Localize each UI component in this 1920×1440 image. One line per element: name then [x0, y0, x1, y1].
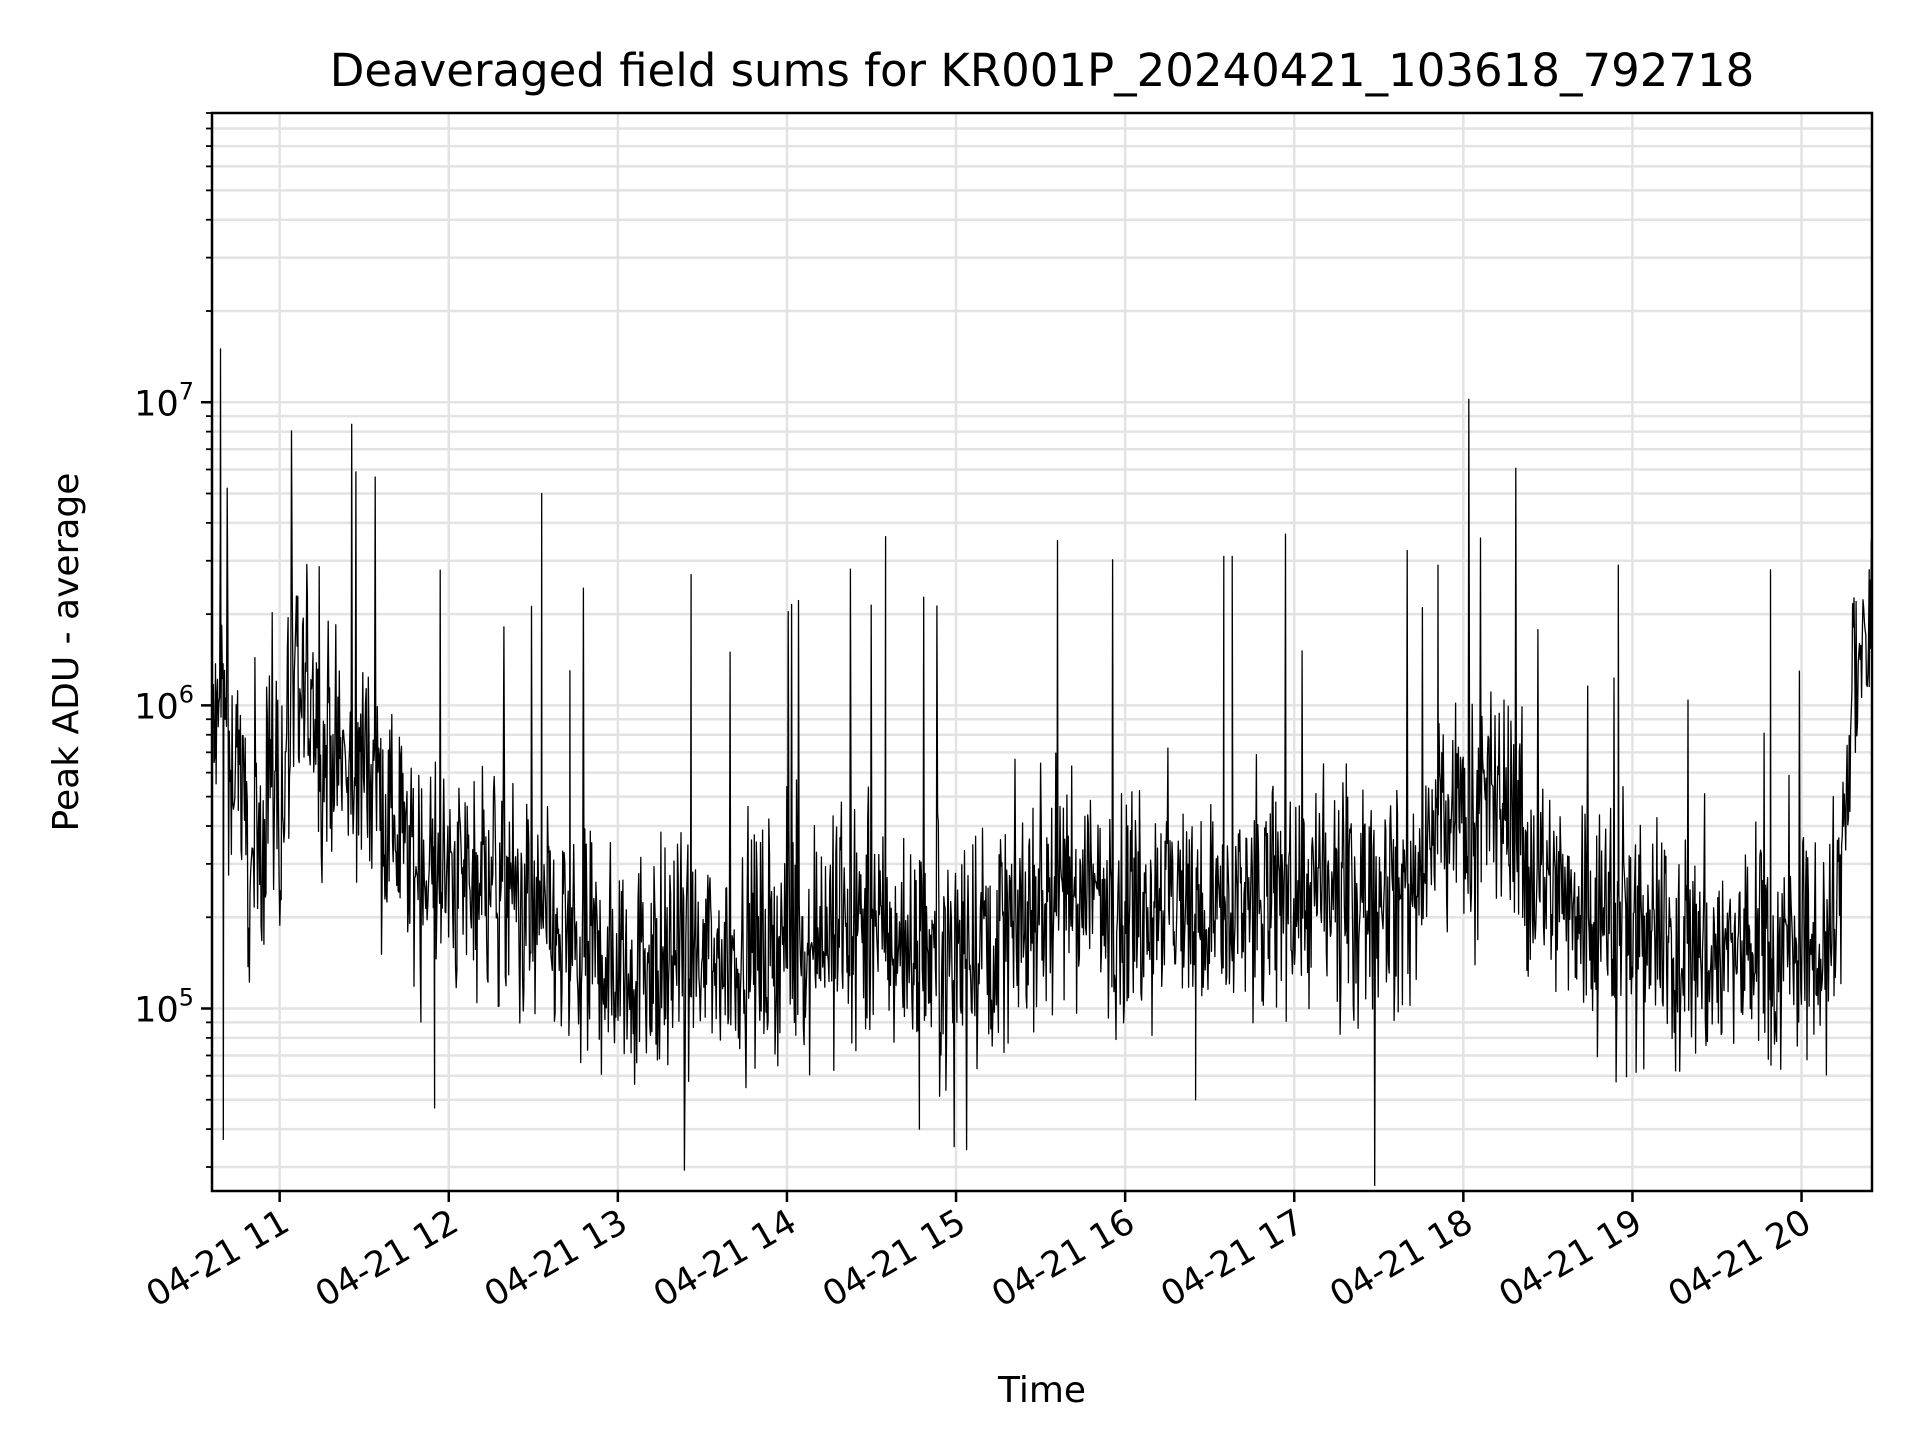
x-tick-label: 04-21 18 [1324, 1202, 1480, 1315]
data-layer [211, 348, 1873, 1187]
y-tick-label: 106 [134, 680, 194, 727]
chart-title: Deaveraged field sums for KR001P_2024042… [330, 44, 1754, 97]
plot-frame [210, 111, 1874, 1193]
y-tick-label: 107 [134, 377, 194, 424]
x-axis-label: Time [997, 1370, 1086, 1411]
x-tick-label: 04-21 20 [1662, 1202, 1818, 1315]
y-axis-label: Peak ADU - average [46, 473, 87, 832]
x-tick-label: 04-21 13 [478, 1202, 634, 1315]
x-tick-label: 04-21 16 [985, 1202, 1141, 1315]
x-tick-label: 04-21 19 [1493, 1202, 1649, 1315]
x-tick-label: 04-21 11 [140, 1202, 296, 1315]
y-tick-label: 105 [134, 984, 194, 1031]
x-tick-label: 04-21 14 [647, 1202, 803, 1315]
x-tick-label: 04-21 12 [309, 1202, 465, 1315]
grid-layer [212, 111, 1872, 1191]
x-tick-label: 04-21 17 [1154, 1202, 1310, 1315]
series-line [211, 348, 1873, 1187]
x-tick-label: 04-21 15 [816, 1202, 972, 1315]
